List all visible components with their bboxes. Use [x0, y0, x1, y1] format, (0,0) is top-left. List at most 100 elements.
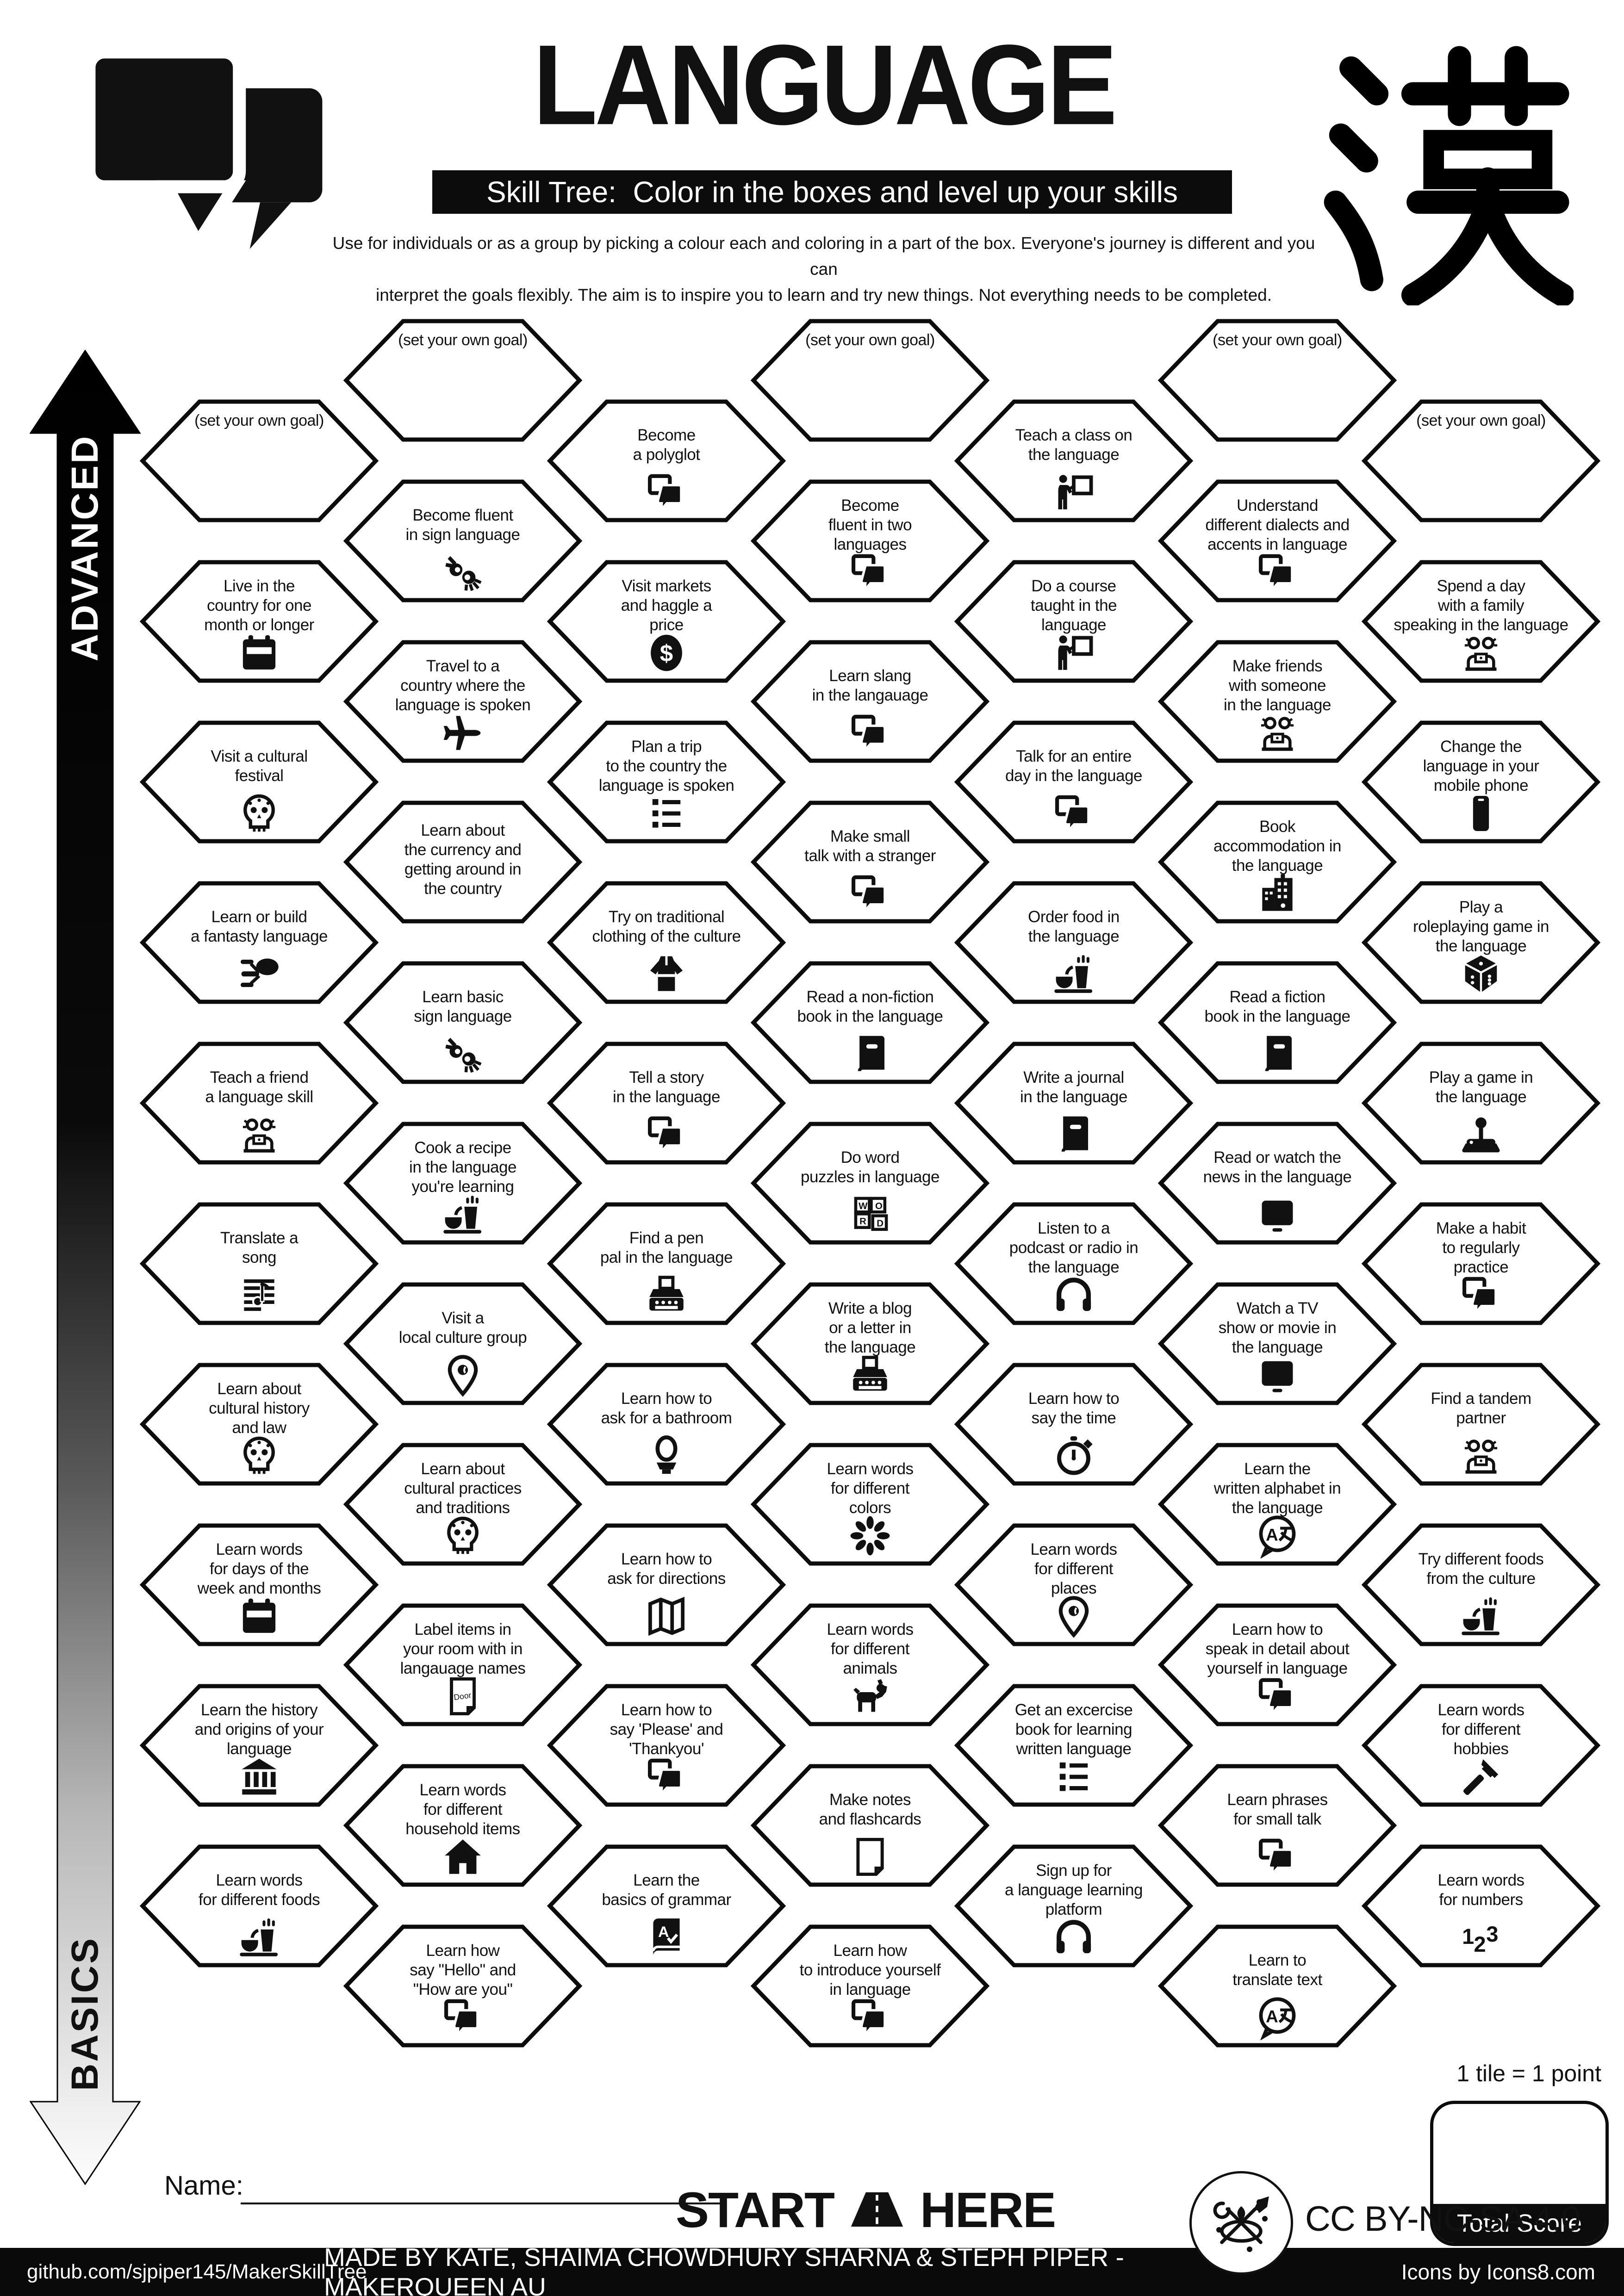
hex-label: Find a tandem partner: [1431, 1390, 1531, 1427]
hex-tile-own-goal[interactable]: (set your own goal): [343, 319, 583, 442]
hex-tile[interactable]: Make small talk with a stranger: [750, 800, 990, 924]
footer-icons-credit: Icons by Icons8.com: [1401, 2260, 1595, 2284]
hex-tile-own-goal[interactable]: (set your own goal): [750, 319, 990, 442]
hex-tile[interactable]: Learn words for days of the week and mon…: [139, 1523, 379, 1646]
hex-tile[interactable]: Become a polyglot: [547, 399, 786, 522]
hex-tile[interactable]: Learn the history and origins of your la…: [139, 1684, 379, 1807]
hex-tile[interactable]: Teach a friend a language skill: [139, 1042, 379, 1165]
hex-tile[interactable]: Learn about cultural practices and tradi…: [343, 1443, 583, 1566]
hex-tile[interactable]: Learn words for different foods: [139, 1844, 379, 1967]
hex-tile[interactable]: Try on traditional clothing of the cultu…: [547, 881, 786, 1004]
name-input-line[interactable]: [241, 2203, 724, 2204]
hex-tile[interactable]: Visit a local culture group: [343, 1282, 583, 1405]
hex-tile[interactable]: Read a fiction book in the language: [1157, 961, 1397, 1084]
hex-tile[interactable]: Do a course taught in the language: [954, 560, 1194, 683]
hex-tile[interactable]: Learn about the currency and getting aro…: [343, 800, 583, 924]
hexagon-outline: [547, 720, 786, 844]
hex-tile[interactable]: Learn the written alphabet in the langua…: [1157, 1443, 1397, 1566]
hex-tile[interactable]: Learn how say "Hello" and "How are you": [343, 1924, 583, 2048]
hex-tile[interactable]: Tell a story in the language: [547, 1042, 786, 1165]
hex-tile[interactable]: Learn words for different places: [954, 1523, 1194, 1646]
hex-tile[interactable]: Understand different dialects and accent…: [1157, 479, 1397, 602]
page-title: LANGUAGE: [533, 21, 1118, 149]
hex-label: Spend a day with a family speaking in th…: [1394, 577, 1568, 634]
hexagon-outline: [343, 1603, 583, 1726]
hex-tile[interactable]: Label items in your room with in langaua…: [343, 1603, 583, 1726]
hex-tile[interactable]: Try different foods from the culture: [1361, 1523, 1601, 1646]
hex-tile[interactable]: Learn how to ask for a bathroom: [547, 1363, 786, 1486]
hex-tile[interactable]: Learn words for different animals: [750, 1603, 990, 1726]
hex-tile[interactable]: Order food in the language: [954, 881, 1194, 1004]
hex-tile[interactable]: Learn words for numbers 1 2 3: [1361, 1844, 1601, 1967]
hex-tile[interactable]: Read a non-fiction book in the language: [750, 961, 990, 1084]
hex-tile[interactable]: Find a pen pal in the language: [547, 1202, 786, 1325]
hex-tile[interactable]: Learn how to say the time: [954, 1363, 1194, 1486]
hex-tile[interactable]: Talk for an entire day in the language: [954, 720, 1194, 844]
hexagon-outline: [1361, 560, 1601, 683]
hex-tile[interactable]: Learn how to ask for directions: [547, 1523, 786, 1646]
hex-tile[interactable]: Make notes and flashcards: [750, 1764, 990, 1887]
hex-tile[interactable]: Play a game in the language: [1361, 1042, 1601, 1165]
hex-tile[interactable]: Make a habit to regularly practice: [1361, 1202, 1601, 1325]
hex-tile[interactable]: Live in the country for one month or lon…: [139, 560, 379, 683]
hexagon-outline: [1361, 1844, 1601, 1967]
hexagon-outline: [547, 1042, 786, 1165]
hex-tile[interactable]: Learn basic sign language: [343, 961, 583, 1084]
hex-tile[interactable]: Learn slang in the langauage: [750, 640, 990, 763]
hex-tile[interactable]: Translate a song: [139, 1202, 379, 1325]
hex-tile[interactable]: Teach a class on the language: [954, 399, 1194, 522]
total-score-box[interactable]: Total Score: [1430, 2101, 1609, 2246]
hex-tile[interactable]: Write a journal in the language: [954, 1042, 1194, 1165]
hexagon-outline: [954, 1202, 1194, 1325]
hex-tile[interactable]: Learn words for different household item…: [343, 1764, 583, 1887]
svg-text:W: W: [859, 1201, 868, 1211]
hex-tile[interactable]: Learn how to speak in detail about yours…: [1157, 1603, 1397, 1726]
hex-tile[interactable]: Learn words for different colors: [750, 1443, 990, 1566]
here-text: HERE: [920, 2181, 1056, 2238]
hex-tile[interactable]: Become fluent in two languages: [750, 479, 990, 602]
hex-tile[interactable]: Play a roleplaying game in the language: [1361, 881, 1601, 1004]
hexagon-outline: [1157, 319, 1397, 442]
hex-tile[interactable]: Travel to a country where the language i…: [343, 640, 583, 763]
hexagon-outline: [343, 640, 583, 763]
hex-tile[interactable]: Cook a recipe in the language you're lea…: [343, 1122, 583, 1245]
hex-label: Talk for an entire day in the language: [1005, 747, 1143, 785]
hex-label: Read a non-fiction book in the language: [797, 988, 944, 1025]
hex-tile[interactable]: Learn how to say 'Please' and 'Thankyou': [547, 1684, 786, 1807]
hex-tile-own-goal[interactable]: (set your own goal): [1361, 399, 1601, 522]
hex-tile-own-goal[interactable]: (set your own goal): [1157, 319, 1397, 442]
hex-tile[interactable]: Visit markets and haggle a price $: [547, 560, 786, 683]
intro-paragraph: Use for individuals or as a group by pic…: [324, 230, 1324, 308]
hex-label: Learn words for different animals: [827, 1620, 914, 1677]
hex-tile[interactable]: Listen to a podcast or radio in the lang…: [954, 1202, 1194, 1325]
hex-tile[interactable]: Learn how to introduce yourself in langu…: [750, 1924, 990, 2048]
hex-tile[interactable]: Spend a day with a family speaking in th…: [1361, 560, 1601, 683]
hex-tile[interactable]: Learn the basics of grammar A: [547, 1844, 786, 1967]
hexagon-outline: [547, 1363, 786, 1486]
hex-tile[interactable]: Sign up for a language learning platform: [954, 1844, 1194, 1967]
hexagon-outline: [954, 720, 1194, 844]
hex-tile[interactable]: Write a blog or a letter in the language: [750, 1282, 990, 1405]
hex-label: Write a journal in the language: [1020, 1068, 1127, 1106]
hex-tile[interactable]: Learn words for different hobbies: [1361, 1684, 1601, 1807]
hex-tile[interactable]: Visit a cultural festival: [139, 720, 379, 844]
hex-tile[interactable]: Read or watch the news in the language: [1157, 1122, 1397, 1245]
hex-tile[interactable]: Learn to translate text A: [1157, 1924, 1397, 2048]
hex-tile[interactable]: Plan a trip to the country the language …: [547, 720, 786, 844]
hex-tile[interactable]: Do word puzzles in language W O R D: [750, 1122, 990, 1245]
hex-tile[interactable]: Make friends with someone in the languag…: [1157, 640, 1397, 763]
hexagon-outline: [139, 560, 379, 683]
hex-tile[interactable]: Watch a TV show or movie in the language: [1157, 1282, 1397, 1405]
hex-tile[interactable]: Change the language in your mobile phone: [1361, 720, 1601, 844]
chat-icon: [547, 1752, 786, 1801]
hex-tile[interactable]: Learn phrases for small talk: [1157, 1764, 1397, 1887]
total-score-label: Total Score: [1433, 2204, 1605, 2243]
hex-tile[interactable]: Become fluent in sign language: [343, 479, 583, 602]
hex-tile[interactable]: Find a tandem partner: [1361, 1363, 1601, 1486]
hex-tile[interactable]: Learn about cultural history and law: [139, 1363, 379, 1486]
hex-tile-own-goal[interactable]: (set your own goal): [139, 399, 379, 522]
hex-tile[interactable]: Book accommodation in the language: [1157, 800, 1397, 924]
hex-label: Visit a local culture group: [398, 1309, 527, 1347]
hex-tile[interactable]: Get an excercise book for learning writt…: [954, 1684, 1194, 1807]
hex-tile[interactable]: Learn or build a fantasty language: [139, 881, 379, 1004]
